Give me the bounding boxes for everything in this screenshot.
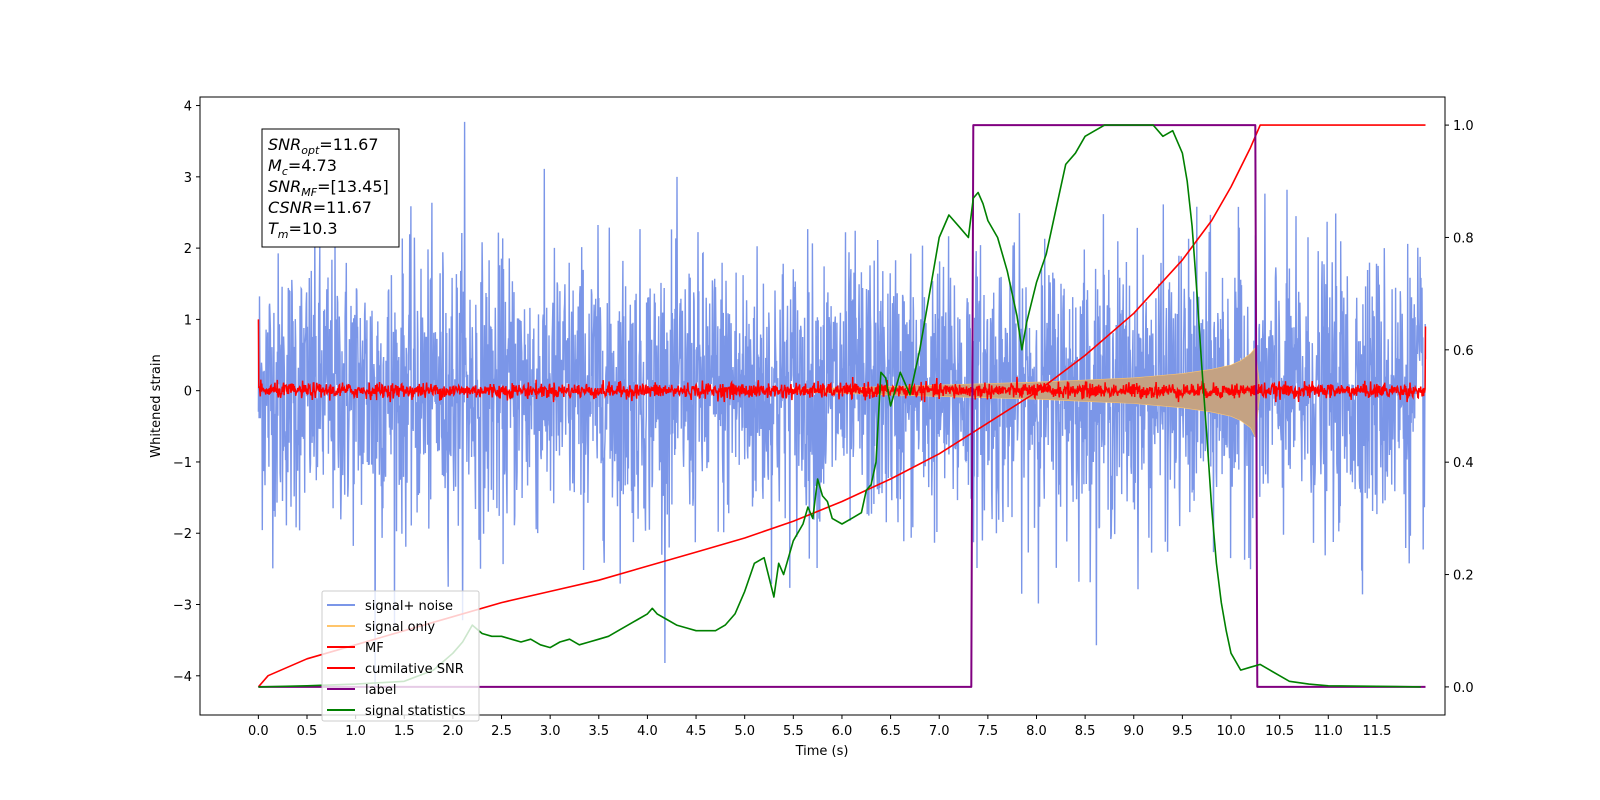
annotation-line-3: SNRMF=[13.45] — [268, 177, 389, 199]
legend-label: signal statistics — [365, 704, 466, 719]
series-layer — [257, 121, 1427, 688]
legend-label: label — [365, 683, 396, 698]
y-tick-label: −2 — [173, 527, 192, 542]
series-signal-only — [792, 347, 1261, 439]
x-tick-label: 1.5 — [394, 724, 415, 739]
legend-box — [321, 590, 480, 722]
x-tick-label: 4.5 — [686, 724, 707, 739]
y-tick-label: −1 — [173, 456, 192, 471]
x-tick-label: 6.0 — [832, 724, 853, 739]
right-tick-label: 1.0 — [1453, 119, 1474, 134]
right-tick-label: 0.8 — [1453, 231, 1474, 246]
y-axis-ticks: −4 −3 −2 −1 0 1 2 3 4 — [173, 100, 200, 685]
y-tick-label: 1 — [184, 313, 192, 328]
x-tick-label: 9.0 — [1123, 724, 1144, 739]
x-tick-label: 4.0 — [637, 724, 658, 739]
x-axis-label: Time (s) — [795, 744, 849, 759]
x-tick-label: 10.0 — [1217, 724, 1246, 739]
legend: signal+ noise signal only MF cumilative SNR… — [321, 590, 480, 722]
series-mf — [257, 319, 1427, 403]
legend-label: MF — [365, 641, 384, 656]
legend-label: cumilative SNR — [365, 662, 464, 677]
annotation-line-4: CSNR=11.67 — [268, 198, 372, 217]
x-tick-label: 0.5 — [297, 724, 318, 739]
x-tick-label: 11.5 — [1362, 724, 1391, 739]
annotation-line-1: SNRopt=11.67 — [268, 135, 379, 157]
annotation-line-2: Mc=4.73 — [268, 156, 337, 178]
x-axis-ticks: 0.0 0.5 1.0 1.5 2.0 2.5 3.0 3.5 4.0 4.5 5.0 5.5 6.0 6… — [248, 715, 1391, 739]
x-tick-label: 3.0 — [540, 724, 561, 739]
x-tick-label: 7.0 — [929, 724, 950, 739]
annotation-line-5: Tm=10.3 — [268, 219, 338, 241]
y-tick-label: 2 — [184, 242, 192, 257]
right-tick-label: 0.0 — [1453, 681, 1474, 696]
x-tick-label: 0.0 — [248, 724, 269, 739]
right-tick-label: 0.2 — [1453, 569, 1474, 584]
y-axis-label: Whitened strain — [149, 354, 164, 457]
x-tick-label: 6.5 — [880, 724, 901, 739]
x-tick-label: 10.5 — [1265, 724, 1294, 739]
x-tick-label: 3.5 — [588, 724, 609, 739]
x-tick-label: 7.5 — [978, 724, 999, 739]
x-tick-label: 9.5 — [1172, 724, 1193, 739]
x-tick-label: 11.0 — [1314, 724, 1343, 739]
y-tick-label: −3 — [173, 599, 192, 614]
plot-frame — [199, 96, 1446, 716]
legend-label: signal+ noise — [365, 599, 453, 614]
x-tick-label: 5.0 — [734, 724, 755, 739]
right-tick-label: 0.4 — [1453, 456, 1474, 471]
y-tick-label: −4 — [173, 670, 192, 685]
x-tick-label: 8.0 — [1026, 724, 1047, 739]
x-tick-label: 2.0 — [443, 724, 464, 739]
y-tick-label: 0 — [184, 385, 192, 400]
x-tick-label: 5.5 — [783, 724, 804, 739]
series-signal-statistics — [258, 124, 1421, 688]
y-tick-label: 3 — [184, 171, 192, 186]
right-axis-ticks: 0.0 0.2 0.4 0.6 0.8 1.0 — [1445, 119, 1474, 696]
right-tick-label: 0.6 — [1453, 344, 1474, 359]
x-tick-label: 8.5 — [1075, 724, 1096, 739]
x-tick-label: 2.5 — [491, 724, 512, 739]
legend-items: signal+ noise signal only MF cumilative SNR… — [327, 599, 466, 719]
y-tick-label: 4 — [184, 100, 192, 115]
annotation-box: SNRopt=11.67 Mc=4.73 SNRMF=[13.45] CSNR=… — [261, 128, 400, 248]
x-tick-label: 1.0 — [345, 724, 366, 739]
legend-label: signal only — [365, 620, 435, 635]
